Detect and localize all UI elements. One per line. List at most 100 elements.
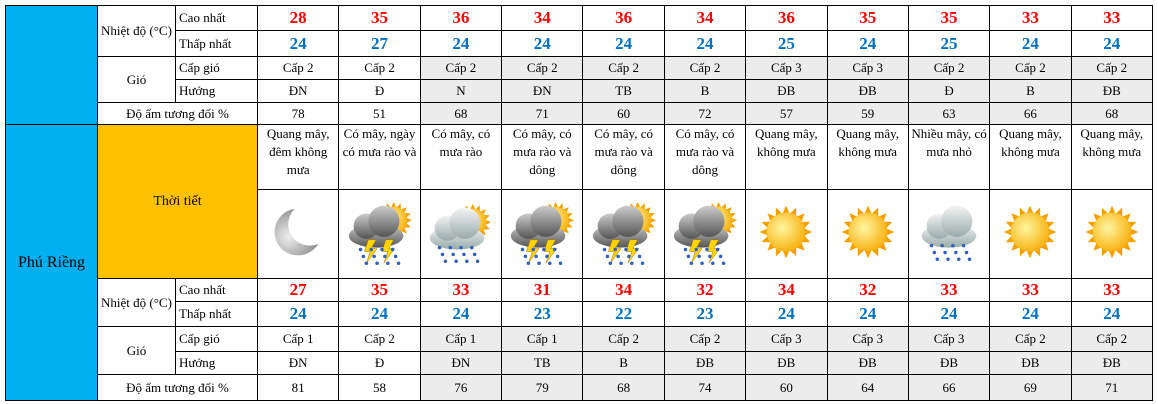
wind-level-value: Cấp 2 [501, 56, 584, 80]
wind-direction-value: ĐB [1070, 351, 1153, 375]
low-value: 24 [256, 30, 340, 57]
high-value: 35 [907, 5, 991, 31]
wind-direction-value: ĐB [745, 351, 828, 375]
wind-direction-value: N [419, 79, 503, 103]
weather-icon-cell [501, 189, 584, 279]
low-value: 24 [338, 301, 421, 327]
wind-level-value: Cấp 2 [663, 56, 747, 80]
location-cell [5, 5, 98, 125]
weather-icon-cell [1070, 189, 1153, 279]
high-value: 32 [663, 278, 747, 302]
wind-direction-value: B [582, 351, 665, 375]
humidity-value: 68 [582, 374, 665, 401]
wind-direction-value: TB [501, 351, 584, 375]
humidity-value: 63 [907, 102, 991, 125]
high-value: 36 [745, 5, 828, 31]
weather-icon [592, 201, 656, 265]
high-value: 35 [826, 5, 909, 31]
weather-icon [348, 201, 412, 265]
wind-direction-value: ĐN [256, 79, 340, 103]
wind-direction-value: ĐN [256, 351, 340, 375]
wind-level-value: Cấp 2 [1070, 56, 1153, 80]
wind-direction-value: ĐN [419, 351, 503, 375]
wind-direction-value: ĐB [989, 351, 1072, 375]
high-label: Cao nhất [175, 5, 258, 31]
wind-level-value: Cấp 2 [419, 56, 503, 80]
high-label: Cao nhất [175, 278, 258, 302]
high-value: 35 [338, 5, 421, 31]
low-label: Thấp nhất [175, 30, 258, 57]
low-value: 24 [663, 30, 747, 57]
weather-icon [841, 205, 895, 259]
high-value: 33 [1070, 5, 1153, 31]
weather-icon [673, 201, 738, 265]
table-body: Nhiệt độ (°C) Cao nhất 28 35 36 34 36 34 36 35 35 3… [5, 5, 1153, 401]
wind-level-value: Cấp 2 [338, 326, 421, 352]
wind-level-label: Cấp gió [175, 56, 258, 80]
weather-icon-cell [745, 189, 828, 279]
low-value: 24 [826, 301, 909, 327]
humidity-label: Độ ẩm tương đối % [97, 374, 258, 401]
weather-text: Nhiều mây, có mưa nhỏ [907, 124, 991, 190]
high-value: 33 [907, 278, 991, 302]
high-value: 35 [338, 278, 421, 302]
low-value: 25 [745, 30, 828, 57]
humidity-value: 60 [582, 102, 665, 125]
weather-icon-cell [256, 189, 340, 279]
weather-icon-cell [338, 189, 421, 279]
low-value: 25 [907, 30, 991, 57]
humidity-value: 74 [663, 374, 747, 401]
wind-level-value: Cấp 3 [826, 56, 909, 80]
low-value: 24 [501, 30, 584, 57]
low-value: 24 [419, 30, 503, 57]
high-value: 34 [501, 5, 584, 31]
high-value: 33 [1070, 278, 1153, 302]
wind-direction-value: B [663, 79, 747, 103]
humidity-value: 57 [745, 102, 828, 125]
weather-icon-cell [582, 189, 665, 279]
wind-level-label: Cấp gió [175, 326, 258, 352]
weather-icon-cell [663, 189, 747, 279]
weather-icon [1085, 205, 1139, 259]
high-value: 33 [989, 278, 1072, 302]
low-value: 22 [582, 301, 665, 327]
high-value: 34 [582, 278, 665, 302]
weather-text: Có mây, có mưa rào và dông [663, 124, 747, 190]
wind-level-value: Cấp 1 [419, 326, 503, 352]
weather-icon [274, 202, 332, 256]
wind-direction-value: ĐB [907, 351, 991, 375]
humidity-value: 69 [989, 374, 1072, 401]
humidity-value: 68 [1070, 102, 1153, 125]
humidity-value: 58 [338, 374, 421, 401]
high-value: 27 [256, 278, 340, 302]
high-value: 28 [256, 5, 340, 31]
high-value: 36 [582, 5, 665, 31]
humidity-value: 68 [419, 102, 503, 125]
high-value: 36 [419, 5, 503, 31]
wind-level-value: Cấp 2 [256, 56, 340, 80]
wind-direction-value: B [989, 79, 1072, 103]
weather-text: Quang mây, không mưa [989, 124, 1072, 190]
wind-direction-value: ĐB [663, 351, 747, 375]
low-value: 24 [989, 30, 1072, 57]
weather-icon [921, 205, 977, 262]
weather-icon [511, 201, 575, 265]
high-value: 34 [745, 278, 828, 302]
weather-text: Có mây, có mưa rào [419, 124, 503, 190]
wind-direction-value: Đ [338, 79, 421, 103]
low-value: 24 [1070, 301, 1153, 327]
wind-level-value: Cấp 3 [745, 326, 828, 352]
low-label: Thấp nhất [175, 301, 258, 327]
wind-level-value: Cấp 3 [745, 56, 828, 80]
low-value: 24 [745, 301, 828, 327]
humidity-value: 59 [826, 102, 909, 125]
humidity-value: 76 [419, 374, 503, 401]
weather-text: Có mây, có mưa rào và dông [501, 124, 584, 190]
humidity-value: 71 [1070, 374, 1153, 401]
weather-text: Có mây, ngày có mưa rào và [338, 124, 421, 190]
wind-direction-value: Đ [338, 351, 421, 375]
wind-level-value: Cấp 2 [907, 56, 991, 80]
weather-icon-cell [826, 189, 909, 279]
humidity-value: 51 [338, 102, 421, 125]
wind-level-value: Cấp 2 [989, 326, 1072, 352]
